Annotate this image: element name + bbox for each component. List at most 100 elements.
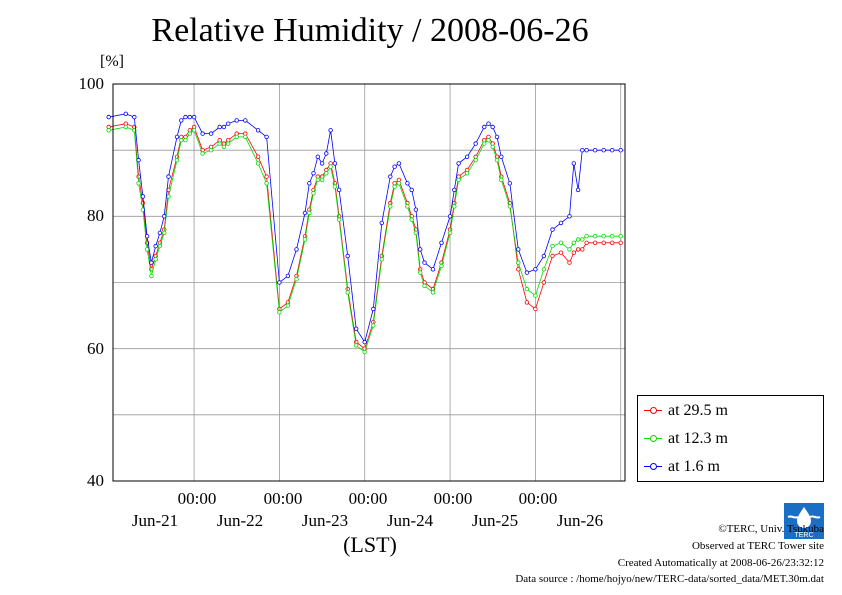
data-point [264, 134, 269, 140]
data-point [618, 147, 623, 153]
data-point [550, 243, 555, 249]
data-point [302, 210, 308, 216]
x-time-label: 00:00 [177, 489, 217, 508]
footer-created: Created Automatically at 2008-06-26/23:3… [617, 557, 824, 569]
data-point [234, 118, 239, 123]
data-point [149, 273, 154, 279]
data-point [319, 161, 325, 166]
y-tick-label: 60 [87, 339, 104, 358]
data-point [618, 240, 623, 245]
data-point [439, 240, 444, 245]
data-point [315, 177, 320, 183]
x-date-label: Jun-22 [216, 511, 264, 530]
data-point [575, 247, 581, 252]
data-point [217, 124, 222, 130]
data-point [567, 247, 572, 252]
footer-observed: Observed at TERC Tower site [691, 540, 824, 552]
data-point [221, 124, 227, 130]
data-point [328, 128, 333, 133]
terc-logo: TERC [784, 503, 824, 539]
legend-item: at 1.6 m [644, 457, 720, 477]
data-point [311, 190, 316, 196]
data-point [336, 217, 342, 222]
data-point [464, 171, 470, 176]
x-time-label: 00:00 [518, 489, 558, 508]
data-point [592, 240, 598, 245]
x-date-label: Jun-25 [471, 511, 519, 530]
data-point [200, 131, 205, 136]
data-point [422, 283, 427, 288]
data-point [580, 237, 585, 242]
data-point [354, 343, 359, 348]
x-date-label: Jun-23 [301, 511, 349, 530]
data-point [409, 187, 414, 193]
y-tick-label: 80 [87, 206, 104, 225]
legend-label: at 29.5 m [668, 402, 728, 419]
data-point [610, 233, 615, 239]
data-point [610, 147, 615, 153]
data-point [255, 161, 261, 166]
data-point [405, 204, 410, 209]
data-point [166, 194, 171, 199]
data-point [388, 204, 393, 209]
data-point [255, 128, 261, 133]
data-point [183, 137, 188, 143]
data-point [418, 247, 423, 252]
data-point [136, 181, 141, 186]
x-axis-label: (LST) [343, 532, 397, 557]
legend-swatch-blue [644, 462, 662, 472]
data-point [541, 267, 547, 272]
data-point [486, 121, 491, 126]
data-point [187, 131, 192, 136]
data-point [610, 240, 615, 245]
x-date-label: Jun-24 [386, 511, 434, 530]
data-point [524, 300, 530, 305]
data-point [575, 187, 581, 193]
data-point [294, 247, 299, 252]
data-point [558, 220, 564, 226]
data-point [571, 161, 576, 166]
grid-lines [113, 84, 625, 481]
data-point [413, 207, 419, 212]
data-point [490, 144, 495, 150]
data-point [302, 237, 308, 242]
data-point [541, 253, 547, 259]
y-tick-label: 100 [78, 74, 105, 93]
data-point [144, 233, 150, 239]
data-point [153, 243, 158, 249]
data-point [388, 174, 393, 179]
data-point [580, 147, 585, 153]
data-point [516, 267, 521, 272]
data-point [277, 280, 282, 285]
data-point [430, 290, 436, 295]
data-point [174, 157, 180, 163]
data-point [507, 204, 512, 209]
x-date-label: Jun-26 [556, 511, 604, 530]
data-point [499, 177, 504, 183]
data-point [473, 141, 478, 146]
data-point [307, 210, 312, 216]
data-point [524, 270, 530, 275]
data-point [550, 227, 555, 232]
data-point [277, 310, 282, 315]
data-point [106, 114, 111, 120]
data-point [392, 184, 397, 189]
data-point [157, 230, 163, 236]
data-point [418, 270, 423, 275]
data-point [243, 134, 248, 140]
data-point [439, 263, 444, 269]
data-point [447, 230, 453, 236]
data-point [482, 124, 487, 130]
data-point [153, 257, 158, 262]
legend: at 29.5 m at 12.3 m at 1.6 m [637, 395, 824, 482]
legend-item: at 29.5 m [644, 401, 728, 421]
data-point [452, 204, 457, 209]
data-point [264, 174, 269, 179]
data-point [345, 253, 350, 259]
data-point [371, 306, 376, 312]
data-point [174, 134, 180, 140]
data-point [571, 240, 576, 245]
data-point [123, 124, 128, 130]
data-point [324, 151, 329, 156]
data-point [618, 233, 623, 239]
